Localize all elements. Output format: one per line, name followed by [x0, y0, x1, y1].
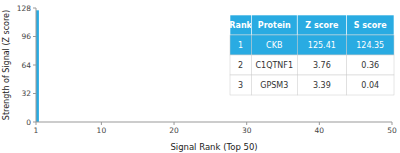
x-tick-label: 20	[169, 126, 179, 135]
table-cell-text: 3	[238, 81, 243, 90]
y-tick-label: 64	[21, 61, 31, 70]
table-cell-text: 1	[238, 41, 243, 50]
table-header: S score	[354, 21, 387, 30]
x-tick	[36, 122, 37, 125]
y-tick-label: 0	[26, 118, 31, 127]
table-cell-text: 125.41	[308, 41, 336, 50]
y-tick	[33, 8, 36, 9]
y-tick	[33, 65, 36, 66]
table-header: Protein	[258, 21, 291, 30]
y-axis-label: Strength of Signal (Z score)	[2, 10, 11, 120]
y-tick-label: 32	[21, 89, 31, 98]
table-cell	[230, 55, 251, 75]
table-cell-text: 0.36	[361, 61, 379, 70]
table-cell-text: 3.39	[313, 81, 331, 90]
x-axis-label: Signal Rank (Top 50)	[170, 142, 257, 152]
x-tick	[101, 122, 102, 125]
table-cell-text: GPSM3	[260, 81, 288, 90]
chart: 032649612811020304050Signal Rank (Top 50…	[0, 0, 400, 153]
table-header-cell	[346, 15, 394, 35]
table-header-cell	[297, 15, 346, 35]
table-cell	[251, 35, 297, 55]
table-cell	[230, 75, 251, 95]
table-header: Rank	[229, 21, 252, 30]
x-tick-label: 10	[97, 126, 107, 135]
x-axis-line	[36, 122, 392, 123]
table-cell-text: 2	[238, 61, 243, 70]
x-tick	[174, 122, 175, 125]
table-cell	[346, 75, 394, 95]
x-tick-label: 30	[242, 126, 252, 135]
table-cell	[251, 75, 297, 95]
table: Rank Protein Z score S score 1 CKB 125.41 124.3…	[229, 15, 394, 95]
table-cell	[297, 55, 346, 75]
table-cell-text: 0.04	[361, 81, 379, 90]
table-cell-text: CKB	[266, 41, 282, 50]
table-header: Z score	[305, 21, 339, 30]
table-cell-text: 3.76	[313, 61, 331, 70]
table-cell	[346, 35, 394, 55]
x-tick	[392, 122, 393, 125]
x-tick-label: 1	[34, 126, 39, 135]
table-cell	[251, 55, 297, 75]
y-tick	[33, 93, 36, 94]
table-cell	[297, 75, 346, 95]
table-cell-text: C1QTNF1	[256, 61, 294, 70]
x-tick-label: 50	[387, 126, 397, 135]
x-tick-label: 40	[315, 126, 325, 135]
x-tick	[319, 122, 320, 125]
y-tick-label: 128	[17, 4, 32, 13]
table-cell	[297, 35, 346, 55]
x-tick	[246, 122, 247, 125]
table-cell	[346, 55, 394, 75]
table-cell	[230, 35, 251, 55]
table-header-cell	[251, 15, 297, 35]
y-tick-label: 96	[21, 32, 31, 41]
y-tick	[33, 36, 36, 37]
table-cell-text: 124.35	[356, 41, 384, 50]
